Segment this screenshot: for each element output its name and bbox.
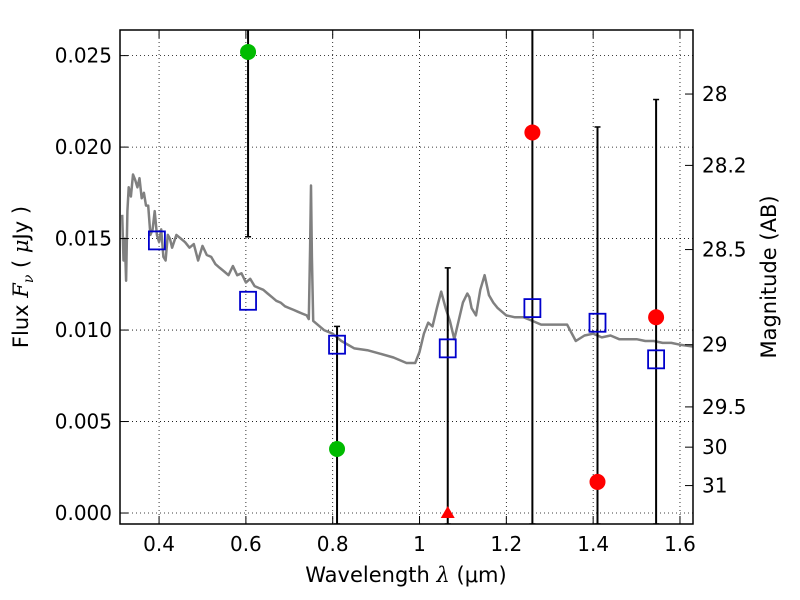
y-axis-label: Flux Fν ( μJy ) (9, 206, 37, 348)
y-tick-label: 0.010 (55, 318, 112, 342)
green-data-point (240, 43, 257, 60)
x-tick-label: 0.8 (317, 532, 349, 556)
x-tick-label: 1.4 (577, 532, 609, 556)
y2-tick-label: 29.5 (702, 395, 747, 419)
model-flux-square (647, 349, 666, 370)
plot-frame (119, 29, 694, 525)
x-tick-label: 1.2 (490, 532, 522, 556)
red-data-point (648, 309, 665, 326)
red-data-point (524, 124, 541, 141)
plot-area (120, 30, 693, 524)
red-data-point (589, 473, 606, 490)
model-flux-square (239, 290, 257, 311)
y-tick-label: 0.025 (55, 44, 112, 68)
x-tick-label: 1 (413, 532, 426, 556)
x-tick-label: 0.4 (143, 532, 175, 556)
y2-tick-label: 31 (702, 474, 727, 498)
model-flux-square (147, 230, 166, 251)
x-tick-label: 1.6 (664, 532, 696, 556)
y2-tick-label: 29 (702, 333, 727, 357)
y-tick-label: 0.020 (55, 135, 112, 159)
x-tick-label: 0.6 (230, 532, 262, 556)
y2-tick-label: 30 (702, 435, 727, 459)
model-flux-square (328, 334, 346, 355)
upper-limit-triangle (440, 506, 455, 519)
y2-tick-label: 28.5 (702, 238, 747, 262)
green-data-point (329, 440, 346, 457)
y2-axis-label: Magnitude (AB) (757, 195, 781, 358)
model-flux-square (438, 338, 457, 359)
y-tick-label: 0.005 (55, 410, 112, 434)
model-flux-square (523, 298, 542, 319)
axes: 0.4 0.6 0.8 1 1.2 1.4 1.6 0.000 0.005 0.010 0.015 0… (55, 30, 747, 556)
y2-tick-label: 28 (702, 82, 727, 106)
y-tick-label: 0.000 (55, 501, 112, 525)
y2-tick-label: 28.2 (702, 153, 747, 177)
model-flux-square (588, 312, 607, 333)
x-axis-label: Wavelength λ (μm) (305, 563, 506, 587)
y-tick-label: 0.015 (55, 227, 112, 251)
